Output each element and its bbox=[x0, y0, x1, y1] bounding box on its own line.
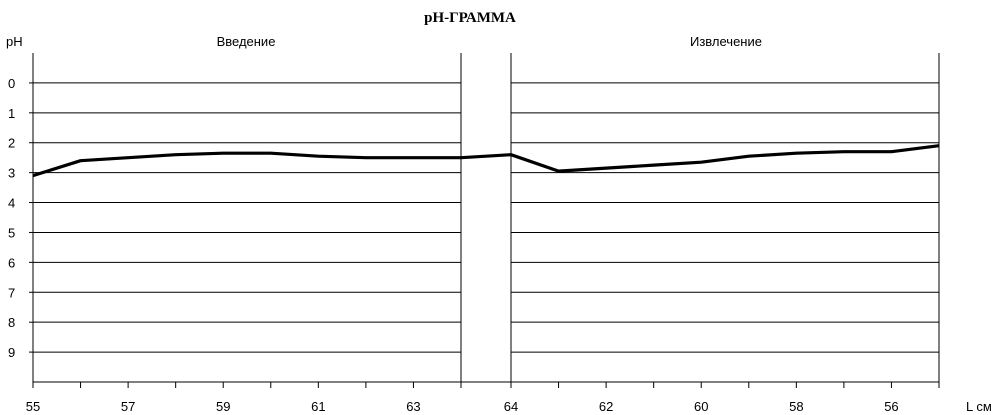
x-tick-label-right: 60 bbox=[694, 399, 708, 414]
y-tick-label: 6 bbox=[8, 255, 15, 270]
series-line-vvedenie bbox=[32, 151, 461, 178]
x-tick-label-right: 62 bbox=[599, 399, 613, 414]
x-tick-label-left: 55 bbox=[26, 399, 40, 414]
x-tick-label-left: 63 bbox=[406, 399, 420, 414]
y-tick-label: 1 bbox=[8, 106, 15, 121]
y-tick-label: 7 bbox=[8, 285, 15, 300]
x-axis-label: L см bbox=[966, 399, 992, 414]
y-tick-label: 8 bbox=[8, 315, 15, 330]
x-tick-label-right: 64 bbox=[504, 399, 518, 414]
x-tick-label-right: 56 bbox=[884, 399, 898, 414]
x-tick-label-left: 59 bbox=[216, 399, 230, 414]
y-axis-label: pH bbox=[6, 34, 23, 49]
y-tick-label: 2 bbox=[8, 136, 15, 151]
y-tick-label: 3 bbox=[8, 166, 15, 181]
series-line-gap bbox=[460, 153, 512, 160]
y-tick-label: 4 bbox=[8, 196, 15, 211]
panel-label-izvlechenie: Извлечение bbox=[690, 34, 762, 49]
y-tick-label: 9 bbox=[8, 345, 15, 360]
y-tick-label: 0 bbox=[8, 76, 15, 91]
panel-label-vvedenie: Введение bbox=[217, 34, 276, 49]
x-tick-label-right: 58 bbox=[789, 399, 803, 414]
series-line-izvlechenie bbox=[510, 144, 940, 173]
y-tick-label: 5 bbox=[8, 225, 15, 240]
x-tick-label-left: 57 bbox=[121, 399, 135, 414]
x-tick-label-left: 61 bbox=[311, 399, 325, 414]
chart-title: pH-ГРАММА bbox=[424, 10, 516, 26]
